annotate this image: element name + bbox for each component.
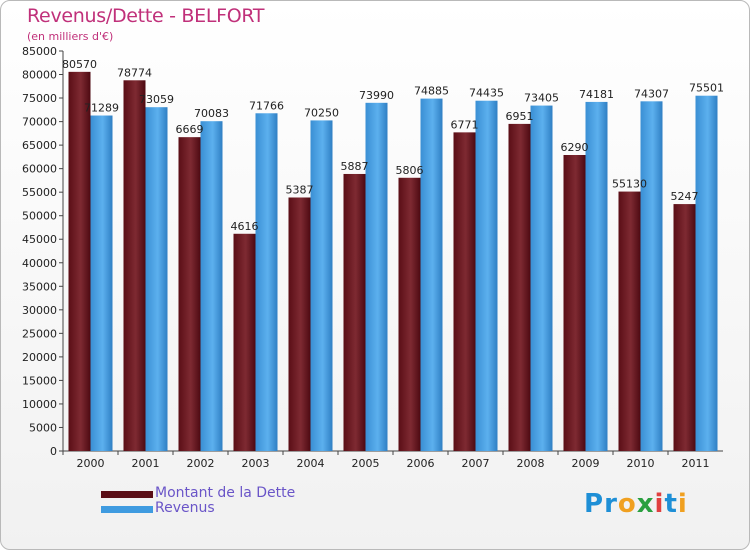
data-label-revenus: 74181 bbox=[579, 88, 614, 101]
data-label-debt: 4616 bbox=[231, 220, 259, 233]
logo-letter: x bbox=[636, 489, 655, 519]
data-label-debt: 78774 bbox=[117, 66, 152, 79]
y-tick-label: 45000 bbox=[22, 233, 57, 246]
proxiti-logo: Proxiti bbox=[584, 489, 688, 519]
logo-letter: o bbox=[617, 489, 637, 519]
x-tick-label: 2009 bbox=[572, 457, 600, 470]
data-label-revenus: 75501 bbox=[689, 82, 724, 95]
x-tick-label: 2001 bbox=[132, 457, 160, 470]
bar-revenus bbox=[90, 115, 113, 452]
bar-revenus bbox=[145, 107, 168, 452]
y-tick-label: 70000 bbox=[22, 116, 57, 129]
chart-subtitle: (en milliers d'€) bbox=[27, 30, 114, 43]
data-label-debt: 80570 bbox=[62, 58, 97, 71]
bar-revenus bbox=[475, 100, 498, 451]
y-tick-label: 40000 bbox=[22, 257, 57, 270]
legend-label-debt: Montant de la Dette bbox=[155, 485, 296, 501]
y-tick-label: 35000 bbox=[22, 280, 57, 293]
data-label-revenus: 70250 bbox=[304, 106, 339, 119]
legend-swatch-revenus bbox=[101, 506, 153, 513]
x-tick-label: 2006 bbox=[407, 457, 435, 470]
data-label-debt: 5806 bbox=[396, 164, 424, 177]
y-tick-label: 0 bbox=[50, 445, 57, 458]
bar-debt bbox=[123, 80, 146, 451]
data-label-revenus: 73990 bbox=[359, 89, 394, 102]
y-tick-label: 60000 bbox=[22, 163, 57, 176]
logo-letter: P bbox=[584, 489, 605, 519]
y-tick-label: 50000 bbox=[22, 210, 57, 223]
value-labels: 80570 71289 78774 73059 6669 70083 4616 71766 53… bbox=[62, 58, 724, 233]
y-tick-label: 20000 bbox=[22, 351, 57, 364]
x-tick-label: 2005 bbox=[352, 457, 380, 470]
x-tick-label: 2010 bbox=[627, 457, 655, 470]
bar-revenus bbox=[255, 113, 278, 451]
legend-item-revenus: Revenus bbox=[101, 500, 401, 518]
y-tick-label: 80000 bbox=[22, 69, 57, 82]
bar-debt bbox=[563, 155, 586, 451]
bar-chart: 0 5000 10000 15000 20000 25000 30000 35000 40000… bbox=[22, 45, 724, 470]
axes: 0 5000 10000 15000 20000 25000 30000 35000 40000… bbox=[22, 45, 723, 470]
data-label-debt: 6951 bbox=[506, 110, 534, 123]
bar-debt bbox=[398, 177, 421, 451]
bar-debt bbox=[68, 71, 91, 452]
data-label-debt: 5887 bbox=[341, 160, 369, 173]
data-label-debt: 5387 bbox=[286, 183, 314, 196]
x-tick-label: 2002 bbox=[187, 457, 215, 470]
data-label-debt: 6771 bbox=[451, 118, 479, 131]
bar-revenus bbox=[365, 102, 388, 451]
bar-revenus bbox=[420, 98, 443, 451]
x-tick-label: 2004 bbox=[297, 457, 325, 470]
bar-revenus bbox=[530, 105, 553, 452]
data-label-revenus: 74435 bbox=[469, 87, 504, 100]
data-label-revenus: 73059 bbox=[139, 93, 174, 106]
data-label-debt: 5247 bbox=[671, 190, 699, 203]
x-tick-label: 2000 bbox=[77, 457, 105, 470]
bar-debt bbox=[618, 191, 641, 452]
bar-debt bbox=[453, 132, 476, 452]
data-label-revenus: 74885 bbox=[414, 85, 449, 98]
data-label-revenus: 74307 bbox=[634, 87, 669, 100]
bar-debt bbox=[288, 197, 311, 451]
logo-letter: r bbox=[604, 489, 618, 519]
data-label-debt: 55130 bbox=[612, 178, 647, 191]
x-tick-label: 2008 bbox=[517, 457, 545, 470]
y-tick-label: 75000 bbox=[22, 92, 57, 105]
y-tick-label: 10000 bbox=[22, 398, 57, 411]
bar-debt bbox=[673, 204, 696, 451]
y-tick-label: 55000 bbox=[22, 186, 57, 199]
y-tick-label: 25000 bbox=[22, 327, 57, 340]
bar-revenus bbox=[310, 120, 333, 451]
data-label-revenus: 73405 bbox=[524, 92, 559, 105]
y-tick-label: 30000 bbox=[22, 304, 57, 317]
x-tick-label: 2011 bbox=[682, 457, 710, 470]
y-tick-label: 5000 bbox=[29, 421, 57, 434]
legend-label-revenus: Revenus bbox=[155, 500, 215, 516]
y-tick-label: 65000 bbox=[22, 139, 57, 152]
bar-debt bbox=[233, 233, 256, 451]
bar-revenus bbox=[640, 101, 663, 451]
x-tick-label: 2007 bbox=[462, 457, 490, 470]
bar-revenus bbox=[585, 101, 608, 452]
y-tick-label: 15000 bbox=[22, 374, 57, 387]
bar-revenus bbox=[200, 121, 223, 452]
logo-letter: i bbox=[654, 489, 665, 519]
chart-title: Revenus/Dette - BELFORT bbox=[27, 5, 265, 27]
bar-debt bbox=[343, 173, 366, 451]
logo-letter: i bbox=[677, 489, 688, 519]
data-label-debt: 6669 bbox=[176, 123, 204, 136]
bar-revenus bbox=[695, 95, 718, 452]
logo-letter: t bbox=[664, 489, 678, 519]
data-label-debt: 6290 bbox=[561, 141, 589, 154]
legend-item-debt: Montant de la Dette bbox=[101, 485, 401, 503]
x-tick-label: 2003 bbox=[242, 457, 270, 470]
data-label-revenus: 71289 bbox=[84, 102, 119, 115]
bar-debt bbox=[178, 137, 201, 451]
y-tick-label: 85000 bbox=[22, 45, 57, 58]
bars bbox=[68, 71, 718, 452]
data-label-revenus: 70083 bbox=[194, 107, 229, 120]
data-label-revenus: 71766 bbox=[249, 99, 284, 112]
bar-debt bbox=[508, 123, 531, 452]
legend-swatch-debt bbox=[101, 491, 153, 498]
